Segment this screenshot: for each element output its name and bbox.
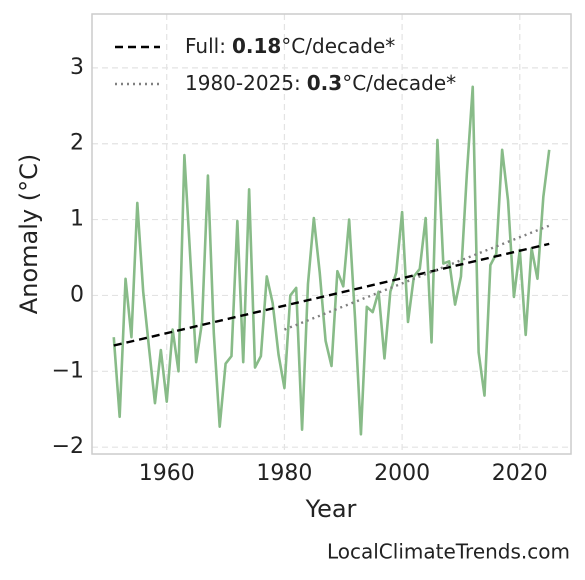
x-tick-label: 2020 (492, 461, 548, 486)
plot-frame (91, 13, 572, 455)
legend-part: 0.18 (232, 34, 281, 58)
x-tick-label: 2000 (374, 461, 430, 486)
y-tick-label: 2 (70, 131, 84, 156)
x-tick-label: 1960 (139, 461, 195, 486)
legend-part: 0.3 (307, 71, 342, 95)
y-tick-label: 3 (70, 55, 84, 80)
legend-part: °C/decade* (342, 71, 456, 95)
x-axis-label: Year (305, 495, 357, 523)
y-tick-label: −1 (52, 358, 84, 383)
y-tick-label: 0 (70, 282, 84, 307)
y-tick-label: 1 (70, 207, 84, 232)
lines (112, 85, 551, 436)
legend-part: Full: (185, 34, 226, 58)
trend-line (113, 242, 550, 347)
x-tick-label: 1980 (256, 461, 312, 486)
data-line (112, 85, 551, 436)
legend-part: °C/decade* (281, 34, 395, 58)
legend-part: 1980-2025: (185, 71, 301, 95)
watermark: LocalClimateTrends.com (327, 540, 570, 564)
legend-label: 1980-2025: 0.3°C/decade* (185, 71, 456, 95)
legend-label: Full: 0.18°C/decade* (185, 34, 395, 58)
y-tick-label: −2 (52, 434, 84, 459)
legend: Full: 0.18°C/decade*1980-2025: 0.3°C/decad… (115, 34, 456, 95)
y-axis-label: Anomaly (°C) (15, 154, 43, 314)
